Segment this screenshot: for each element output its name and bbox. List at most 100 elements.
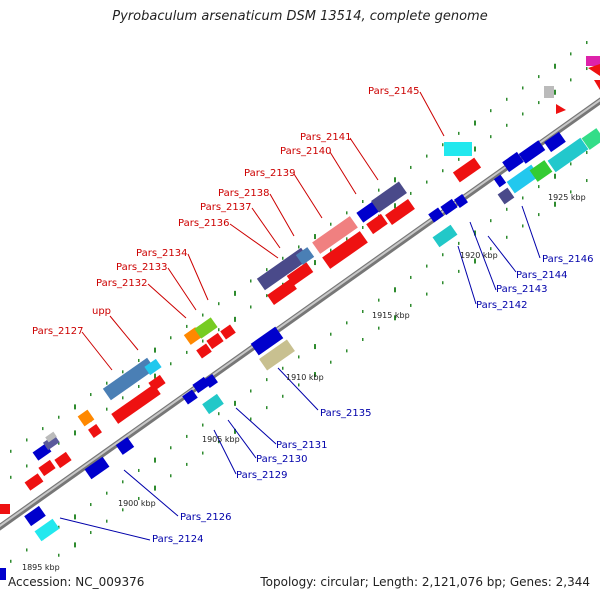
gene-block[interactable] — [267, 279, 297, 305]
tick-dot — [58, 553, 60, 557]
gene-block[interactable] — [250, 326, 284, 356]
gene-block[interactable] — [502, 151, 524, 173]
gene-block[interactable] — [518, 140, 546, 164]
gene-label[interactable]: Pars_2142 — [476, 300, 527, 311]
gene-block[interactable] — [547, 137, 589, 173]
gene-block[interactable] — [497, 187, 515, 205]
gene-block[interactable] — [0, 568, 6, 580]
kbp-label: 1900 kbp — [118, 499, 156, 508]
gene-block[interactable] — [144, 358, 162, 376]
gene-block[interactable] — [102, 357, 156, 401]
gene-block[interactable] — [88, 424, 102, 438]
gene-block[interactable] — [0, 504, 10, 514]
gene-label[interactable]: Pars_2139 — [244, 168, 295, 179]
tick-dot — [538, 75, 540, 79]
tick-dot — [298, 383, 300, 387]
tick-dot — [266, 268, 268, 272]
gene-block[interactable] — [115, 437, 135, 455]
gene-label[interactable]: Pars_2144 — [516, 270, 567, 281]
gene-block[interactable] — [366, 213, 388, 235]
gene-label[interactable]: Pars_2136 — [178, 218, 229, 229]
gene-block[interactable] — [202, 393, 224, 415]
gene-block[interactable] — [444, 142, 472, 156]
gene-block[interactable] — [84, 456, 110, 480]
gene-block[interactable] — [77, 409, 95, 427]
gene-block[interactable] — [206, 332, 224, 350]
tick-dot — [170, 362, 172, 366]
gene-block[interactable] — [529, 160, 553, 182]
gene-label[interactable]: Pars_2130 — [256, 454, 307, 465]
gene-label[interactable]: upp — [92, 306, 111, 317]
gene-block[interactable] — [440, 198, 458, 216]
gene-block[interactable] — [588, 64, 600, 76]
tick-dot — [122, 396, 124, 400]
gene-label[interactable]: Pars_2140 — [280, 146, 331, 157]
gene-block[interactable] — [259, 339, 295, 371]
gene-label[interactable]: Pars_2133 — [116, 262, 167, 273]
gene-label[interactable]: Pars_2126 — [180, 512, 231, 523]
gene-block[interactable] — [544, 131, 566, 153]
gene-label[interactable]: Pars_2124 — [152, 534, 203, 545]
gene-block[interactable] — [556, 104, 566, 114]
gene-block[interactable] — [432, 224, 458, 248]
leader-pars-2134 — [187, 253, 209, 301]
gene-block[interactable] — [34, 518, 60, 542]
gene-block[interactable] — [220, 324, 236, 340]
tick-dot — [490, 219, 492, 223]
gene-label[interactable]: Pars_2137 — [200, 202, 251, 213]
tick-dot — [330, 222, 332, 226]
kbp-label: 1910 kbp — [286, 373, 324, 382]
gene-block[interactable] — [38, 459, 56, 477]
tick-dot — [330, 360, 332, 364]
gene-block[interactable] — [256, 247, 310, 291]
tick-dot — [42, 427, 44, 431]
gene-block[interactable] — [356, 201, 380, 223]
gene-block[interactable] — [312, 216, 358, 254]
gene-label[interactable]: Pars_2143 — [496, 284, 547, 295]
tick-dot — [138, 358, 140, 362]
gene-label[interactable]: Pars_2131 — [276, 440, 327, 451]
gene-block[interactable] — [454, 194, 468, 208]
gene-block[interactable] — [204, 374, 218, 388]
gene-block[interactable] — [111, 384, 161, 424]
gene-block[interactable] — [295, 247, 315, 265]
tick-dot — [58, 525, 60, 529]
gene-label[interactable]: Pars_2138 — [218, 188, 269, 199]
gene-block[interactable] — [371, 181, 407, 213]
gene-label[interactable]: Pars_2129 — [236, 470, 287, 481]
gene-block[interactable] — [586, 56, 600, 66]
gene-label[interactable]: Pars_2141 — [300, 132, 351, 143]
gene-block[interactable] — [196, 343, 212, 359]
gene-block[interactable] — [148, 374, 166, 392]
tick-dot — [74, 404, 76, 410]
tick-dot — [170, 446, 172, 450]
tick-dot — [554, 201, 556, 207]
gene-block[interactable] — [286, 262, 314, 286]
gene-block[interactable] — [428, 207, 444, 223]
tick-dot — [298, 355, 300, 359]
gene-block[interactable] — [45, 431, 57, 443]
gene-block[interactable] — [322, 231, 368, 269]
gene-block[interactable] — [452, 157, 482, 183]
gene-block[interactable] — [24, 505, 46, 527]
gene-block[interactable] — [493, 174, 507, 188]
tick-dot — [426, 154, 428, 158]
gene-label[interactable]: Pars_2135 — [320, 408, 371, 419]
gene-label[interactable]: Pars_2146 — [542, 254, 593, 265]
gene-block[interactable] — [594, 80, 600, 90]
gene-block[interactable] — [54, 451, 72, 469]
tick-dot — [474, 258, 476, 264]
gene-block[interactable] — [24, 473, 44, 491]
gene-label[interactable]: Pars_2127 — [32, 326, 83, 337]
gene-block[interactable] — [544, 86, 554, 98]
gene-block[interactable] — [385, 199, 415, 225]
gene-label[interactable]: Pars_2145 — [368, 86, 419, 97]
gene-label[interactable]: Pars_2132 — [96, 278, 147, 289]
gene-block[interactable] — [182, 389, 198, 405]
gene-block[interactable] — [42, 434, 60, 451]
tick-dot — [586, 151, 588, 155]
gene-block[interactable] — [581, 128, 600, 150]
gene-label[interactable]: Pars_2134 — [136, 248, 187, 259]
tick-dot — [202, 423, 204, 427]
gene-block[interactable] — [194, 317, 218, 339]
